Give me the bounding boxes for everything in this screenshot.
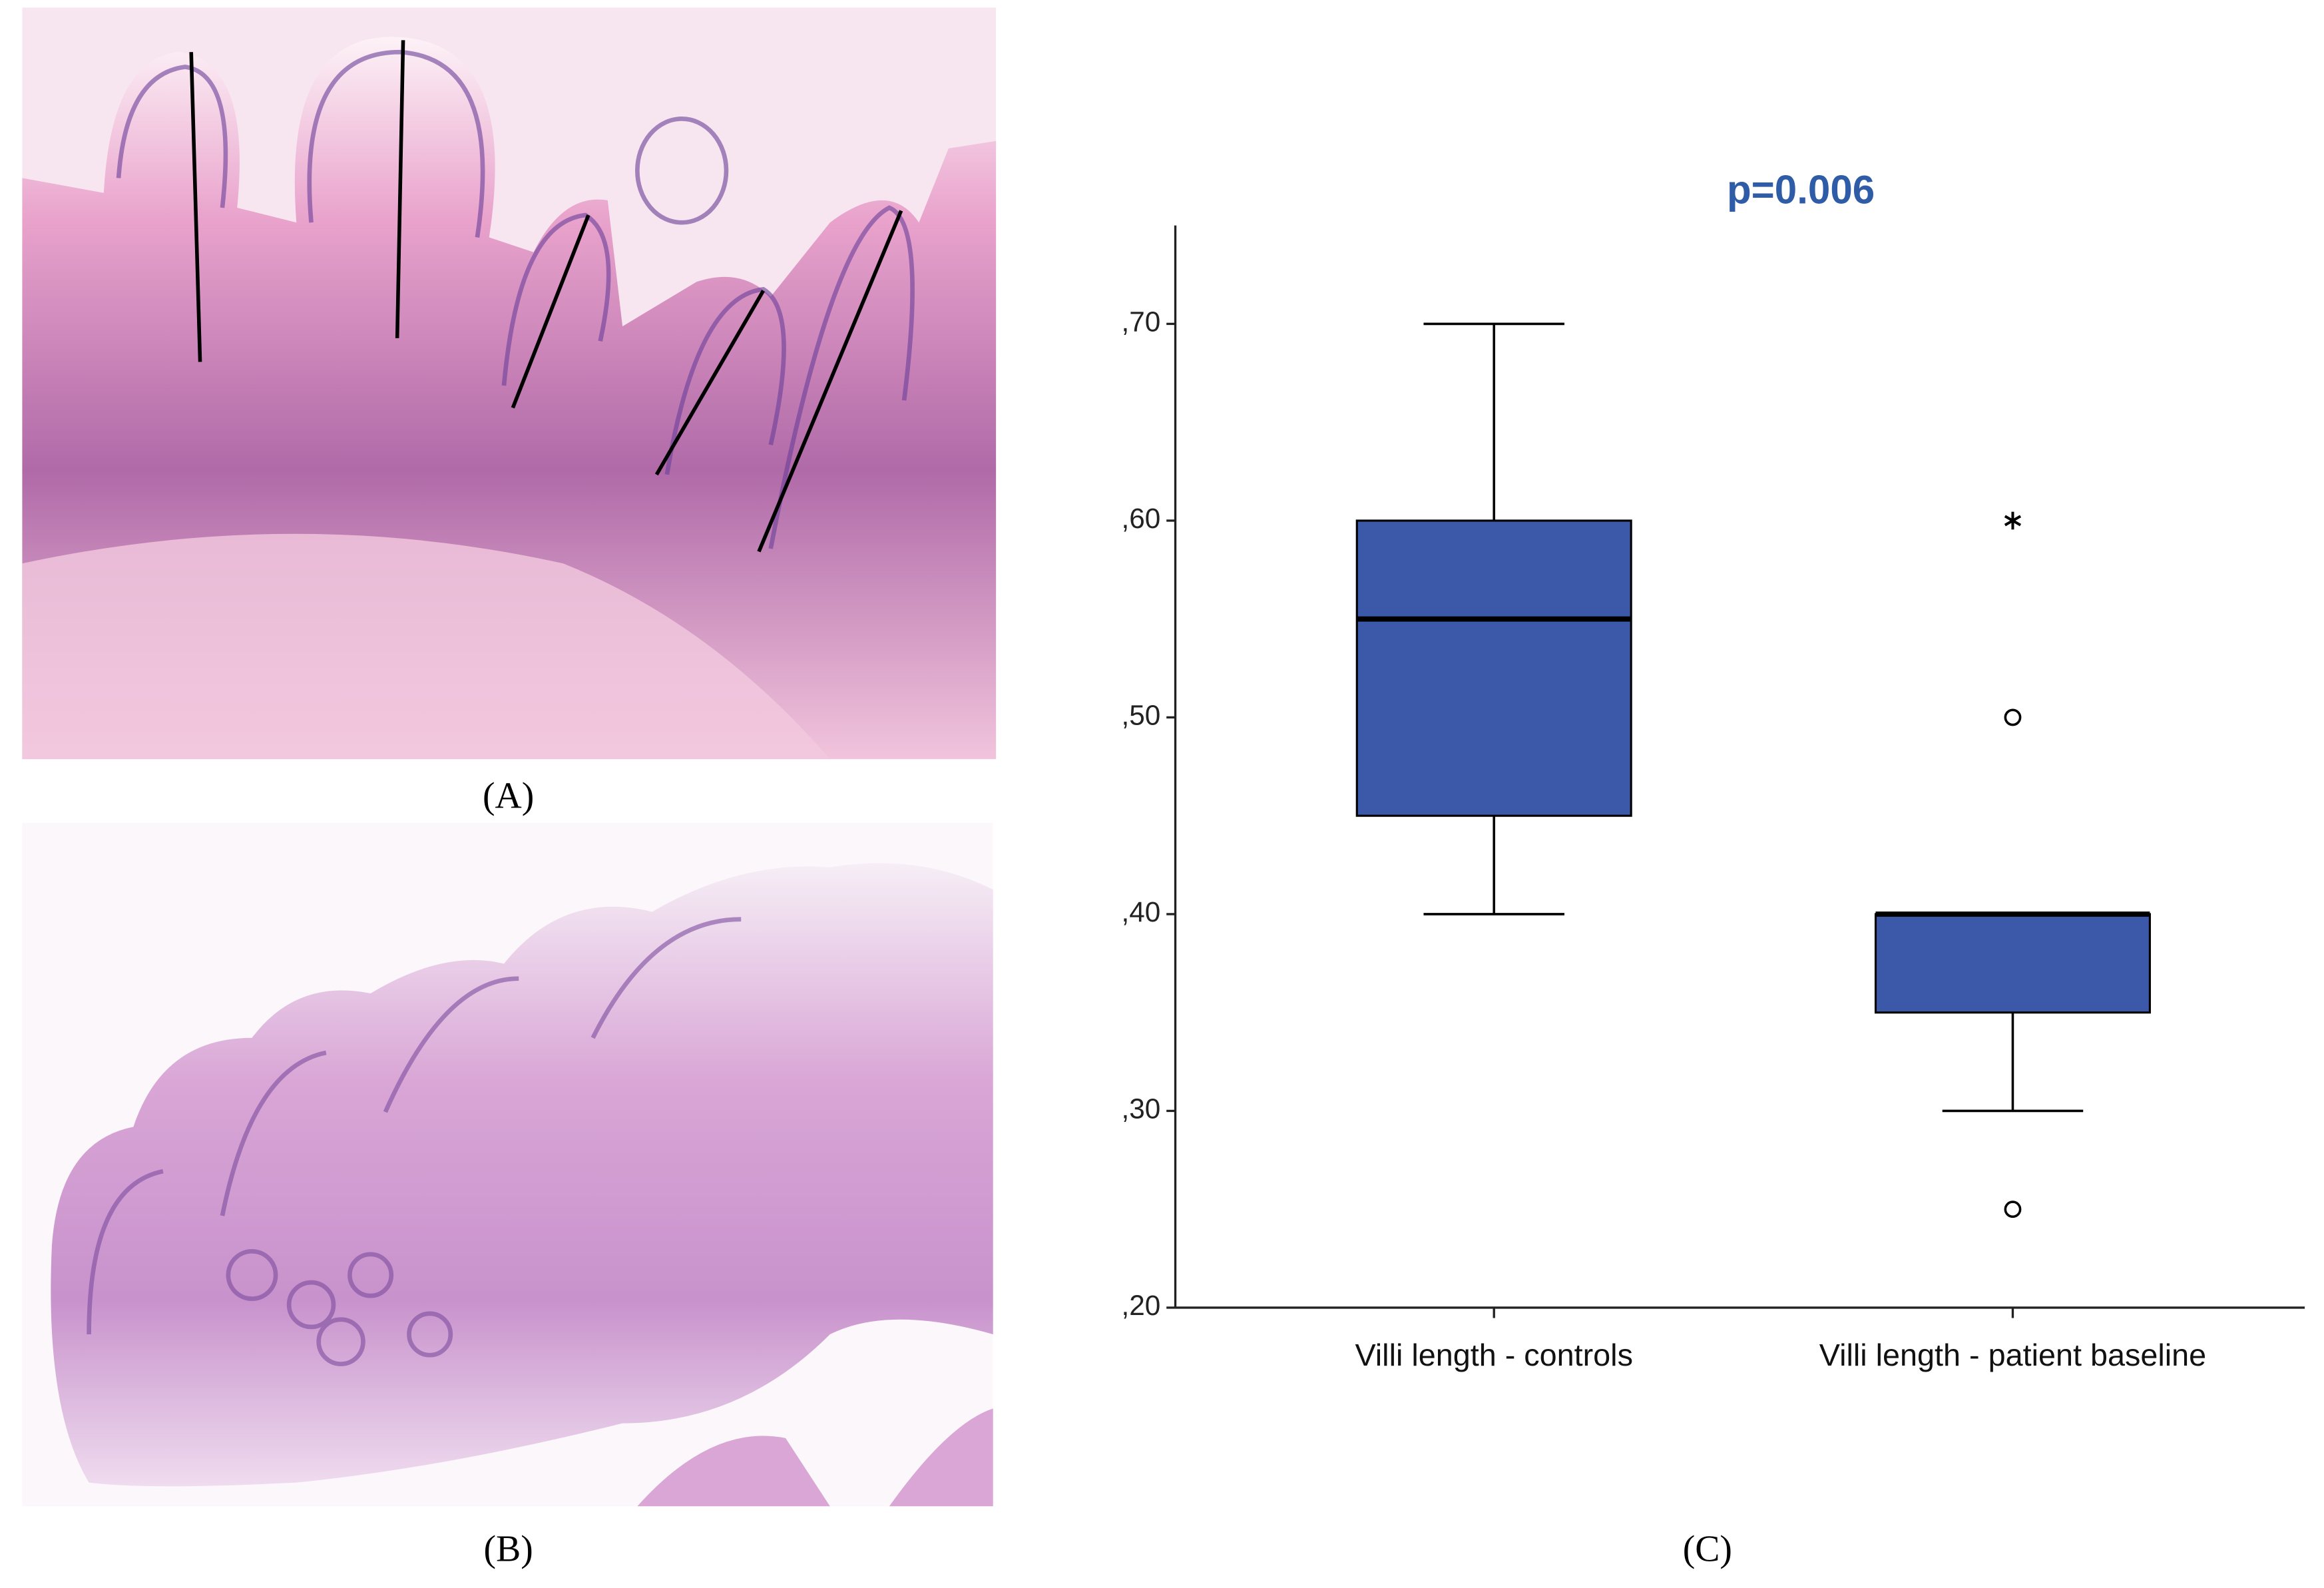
villus-outlines [87, 917, 742, 1366]
outlier [2004, 1200, 2022, 1218]
villus-outlines [116, 49, 915, 549]
y-tick-label: ,50 [1121, 700, 1160, 731]
box [1355, 519, 1632, 817]
micrograph-b [22, 822, 993, 1507]
y-tick-label: ,70 [1121, 306, 1160, 338]
tissue-fragment [637, 1408, 993, 1507]
micrograph-a [22, 7, 997, 760]
x-tick-label: Villi length - controls [1355, 1338, 1633, 1372]
chart-title: p=0.006 [1727, 167, 1875, 212]
panel-label: (B) [484, 1529, 533, 1570]
box-plot: p=0.006 ,20 ,30 ,40 ,50 ,60 ,70 Villi length -… [1121, 167, 2305, 1372]
panel-label: (C) [1683, 1529, 1732, 1570]
tissue [51, 863, 993, 1487]
extreme-outlier [2004, 511, 2022, 530]
panel-label: (A) [483, 776, 534, 817]
y-tick-label: ,40 [1121, 896, 1160, 927]
y-tick-label: ,60 [1121, 503, 1160, 534]
box [1874, 913, 2151, 1014]
x-tick-label: Villi length - patient baseline [1819, 1338, 2206, 1372]
outlier [2004, 708, 2022, 726]
submucosa [22, 533, 830, 760]
y-tick-label: ,20 [1121, 1290, 1160, 1321]
measurement-lines [189, 40, 903, 553]
y-tick-label: ,30 [1121, 1093, 1160, 1125]
